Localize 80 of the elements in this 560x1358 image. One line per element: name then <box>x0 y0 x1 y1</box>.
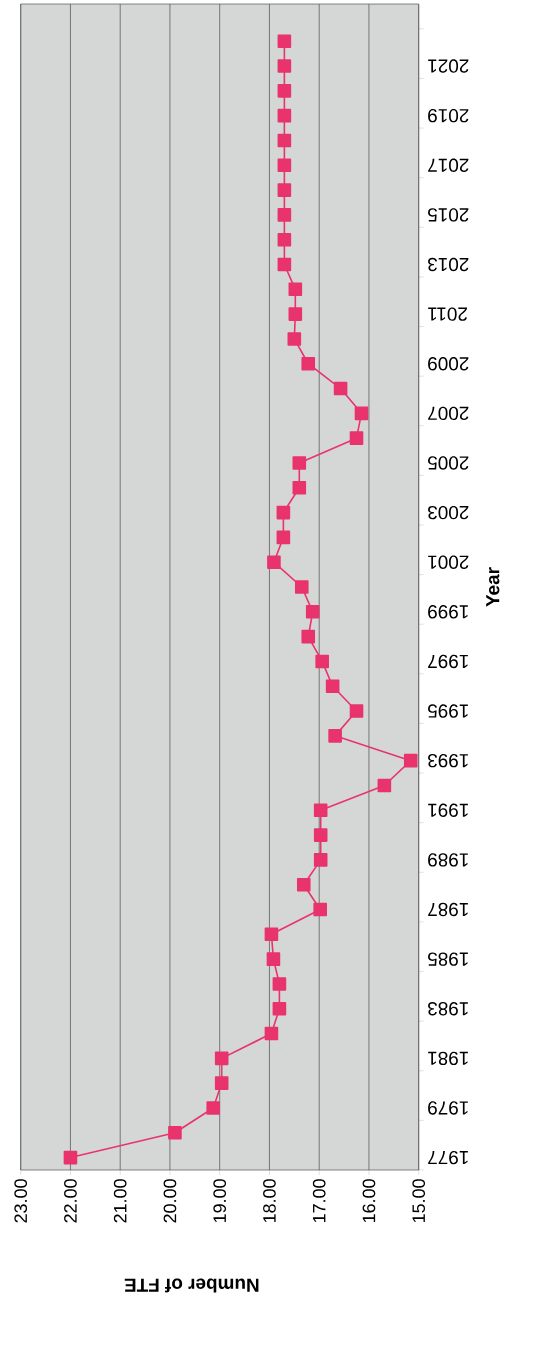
point <box>277 34 292 49</box>
point <box>313 853 328 867</box>
point <box>277 208 292 222</box>
y-tick-label: 1991 <box>428 803 468 817</box>
point <box>349 704 364 718</box>
point <box>349 431 364 445</box>
y-tick-label: 2003 <box>428 505 469 520</box>
x-tick-label: 18.00 <box>263 1179 276 1223</box>
x-tick-label: 17.00 <box>312 1179 326 1223</box>
point <box>214 1076 229 1090</box>
point <box>328 729 342 743</box>
x-tick-label: 15.00 <box>412 1179 426 1223</box>
point <box>296 877 311 892</box>
y-tick-label: 2015 <box>428 208 469 222</box>
point <box>277 158 292 173</box>
point <box>277 232 292 247</box>
point <box>277 84 292 98</box>
point <box>288 307 303 321</box>
point <box>272 977 287 991</box>
point <box>354 406 369 421</box>
point <box>214 1051 229 1066</box>
point <box>277 133 292 148</box>
y-tick-label: 2001 <box>428 555 469 569</box>
point <box>272 1001 287 1016</box>
y-tick-label: 1989 <box>428 853 468 867</box>
point <box>276 505 291 520</box>
y-tick-label: 1987 <box>428 902 468 917</box>
point <box>276 530 291 545</box>
x-tick-label: 21.00 <box>113 1179 127 1223</box>
y-tick-label: 2009 <box>428 357 469 371</box>
x-axis-title: Number of FTE <box>124 1278 259 1293</box>
x-tick-label: 20.00 <box>163 1179 177 1223</box>
point <box>313 803 328 818</box>
x-tick-label: 16.00 <box>362 1179 376 1223</box>
x-tick-label: 22.00 <box>64 1179 77 1223</box>
x-tick-label: 19.00 <box>213 1179 227 1223</box>
y-tick-label: 1981 <box>428 1051 468 1066</box>
point <box>277 257 292 272</box>
point <box>294 580 309 594</box>
y-tick-label: 1979 <box>428 1101 468 1115</box>
point <box>277 59 292 73</box>
point <box>333 381 348 396</box>
y-tick-label: 1995 <box>428 704 468 718</box>
y-tick-label: 1977 <box>428 1150 468 1165</box>
point <box>267 555 281 569</box>
x-tick-label: 23.00 <box>14 1179 28 1223</box>
y-tick-label: 2019 <box>428 108 469 123</box>
point <box>277 183 292 197</box>
point <box>287 332 302 346</box>
y-tick-label: 2011 <box>428 307 467 321</box>
y-tick-label: 1997 <box>428 654 468 669</box>
point <box>325 679 340 694</box>
point <box>377 778 392 793</box>
point <box>63 1150 78 1165</box>
y-tick-label: 2017 <box>428 158 469 172</box>
point <box>305 605 320 619</box>
y-tick-label: 1999 <box>428 605 468 619</box>
point <box>168 1125 182 1140</box>
y-axis-title: Year <box>486 567 500 607</box>
point <box>315 654 329 669</box>
y-tick-label: 2007 <box>428 406 469 421</box>
y-tick-label: 2013 <box>428 257 469 272</box>
point <box>266 952 281 966</box>
y-tick-label: 1983 <box>428 1002 468 1016</box>
y-tick-label: 2021 <box>428 59 469 73</box>
point <box>277 108 292 123</box>
point <box>264 1026 279 1041</box>
point <box>292 480 307 495</box>
point <box>403 753 418 768</box>
point <box>264 927 279 942</box>
point <box>288 282 303 297</box>
y-tick-label: 1985 <box>428 952 468 966</box>
y-tick-label: 2005 <box>428 456 469 470</box>
point <box>301 356 316 371</box>
point <box>292 456 307 470</box>
point <box>206 1101 221 1115</box>
point <box>313 902 327 917</box>
point <box>313 828 328 842</box>
y-tick-label: 1993 <box>428 753 468 768</box>
point <box>301 629 316 644</box>
